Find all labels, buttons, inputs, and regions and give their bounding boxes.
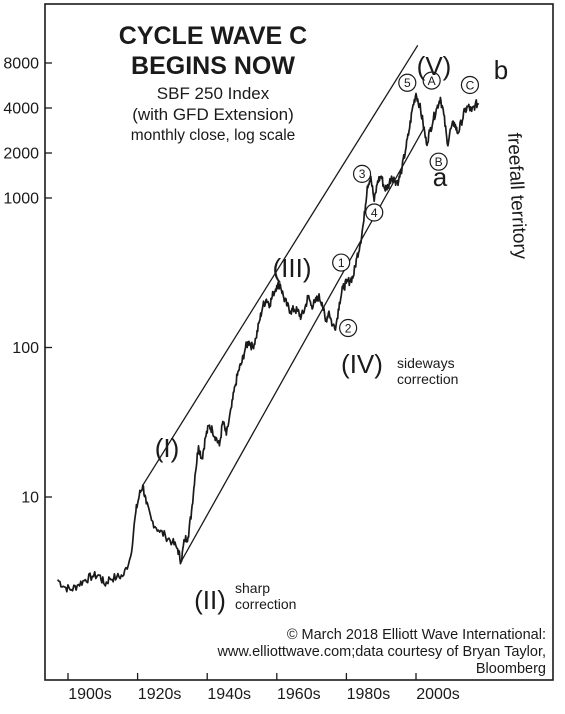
plot-frame bbox=[44, 3, 554, 681]
y-tick-label: 100 bbox=[12, 340, 39, 357]
annotation-sideways: sideways bbox=[397, 355, 455, 371]
wave-label-V: (V) bbox=[417, 51, 452, 81]
chart-subtitle-line2: (with GFD Extension) bbox=[132, 105, 294, 124]
annotation-sharp-correction: correction bbox=[235, 596, 296, 612]
series-line-sbf250 bbox=[56, 92, 480, 593]
chart-title-line2: BEGINS NOW bbox=[131, 52, 295, 80]
annotation-sharp: sharp bbox=[235, 580, 270, 596]
svg-text:3: 3 bbox=[359, 167, 366, 181]
credit-line3: Bloomberg bbox=[476, 661, 546, 677]
annotation-sideways-correction: correction bbox=[397, 371, 458, 387]
wave-label-b: b bbox=[494, 55, 508, 85]
annotation-freefall: freefall territory bbox=[503, 132, 531, 260]
x-tick-label: 1920s bbox=[138, 686, 182, 703]
chart-subtitle-line3: monthly close, log scale bbox=[131, 127, 296, 144]
x-tick-label: 1900s bbox=[68, 686, 112, 703]
wave-label-III: (III) bbox=[273, 253, 312, 283]
x-tick-label: 1940s bbox=[207, 686, 251, 703]
svg-text:2: 2 bbox=[345, 321, 352, 335]
svg-text:A: A bbox=[428, 74, 436, 88]
wave-label-a: a bbox=[433, 162, 448, 192]
channel-line-upper bbox=[142, 44, 419, 486]
chart-subtitle-line1: SBF 250 Index bbox=[157, 84, 270, 103]
wave-label-II: (II) bbox=[194, 585, 226, 615]
circled-label-4: 4 bbox=[365, 203, 384, 222]
channel-line-lower bbox=[180, 126, 426, 562]
y-tick-label: 4000 bbox=[3, 100, 39, 117]
credit-line2: www.elliottwave.com;data courtesy of Bry… bbox=[216, 644, 546, 660]
x-axis-ticks: 1900s 1920s 1940s 1960s 1980s 2000s bbox=[67, 673, 460, 703]
circled-label-3: 3 bbox=[352, 164, 372, 183]
circled-label-5: 5 bbox=[398, 73, 417, 92]
circled-label-1: 1 bbox=[332, 253, 351, 272]
svg-text:B: B bbox=[435, 155, 443, 169]
svg-text:C: C bbox=[466, 78, 475, 92]
circled-label-A: A bbox=[422, 71, 441, 90]
circled-label-2: 2 bbox=[339, 318, 358, 338]
circled-label-B: B bbox=[429, 152, 448, 171]
chart-title-line1: CYCLE WAVE C bbox=[119, 22, 307, 50]
svg-text:1: 1 bbox=[338, 256, 345, 270]
circled-wave-labels: 1 2 3 4 5 A B C bbox=[332, 71, 480, 338]
svg-text:4: 4 bbox=[371, 206, 378, 220]
y-tick-label: 1000 bbox=[3, 191, 39, 208]
svg-text:5: 5 bbox=[404, 76, 411, 90]
circled-label-C: C bbox=[460, 75, 480, 95]
y-axis-ticks: 8000 4000 2000 1000 100 10 bbox=[3, 55, 52, 507]
x-tick-label: 2000s bbox=[416, 686, 460, 703]
credit-line1: © March 2018 Elliott Wave International: bbox=[287, 627, 546, 643]
y-tick-label: 2000 bbox=[3, 145, 39, 162]
wave-label-IV: (IV) bbox=[341, 349, 383, 379]
wave-label-I: (I) bbox=[155, 433, 180, 463]
x-tick-label: 1960s bbox=[277, 686, 321, 703]
y-tick-label: 10 bbox=[21, 490, 39, 507]
x-tick-label: 1980s bbox=[347, 686, 391, 703]
y-tick-label: 8000 bbox=[3, 55, 39, 72]
